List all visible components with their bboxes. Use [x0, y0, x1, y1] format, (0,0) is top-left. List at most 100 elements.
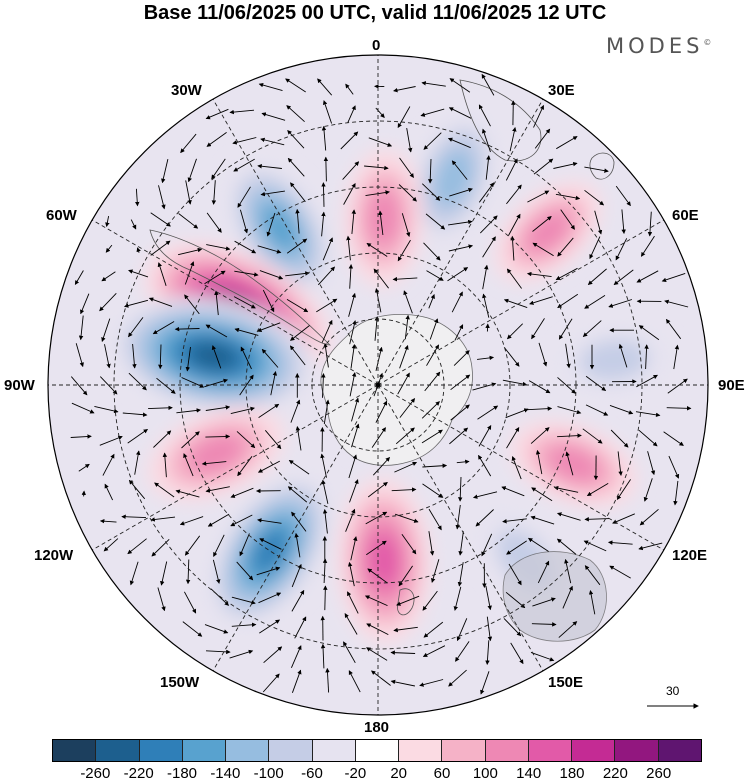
colorbar-swatch-14 — [658, 740, 701, 761]
wind-vector — [557, 293, 579, 309]
wind-vector — [556, 512, 581, 521]
wind-vector — [233, 158, 255, 172]
wind-vector — [323, 399, 330, 425]
wind-vector — [451, 160, 468, 180]
wind-vector — [594, 210, 603, 235]
wind-vector — [320, 643, 326, 669]
wind-vector — [74, 270, 84, 286]
wind-vector — [503, 347, 520, 367]
wind-vector — [505, 158, 518, 181]
wind-vector — [204, 378, 229, 388]
colorbar-swatch-7 — [355, 740, 400, 761]
wind-vector — [323, 156, 329, 182]
wind-vector — [587, 268, 607, 285]
anomaly-blob-1-level-2 — [366, 188, 401, 248]
wind-vector — [373, 268, 389, 289]
wind-vector — [286, 238, 308, 254]
wind-vector — [103, 538, 119, 552]
wind-vector — [506, 426, 520, 449]
colorbar-tick-label: -100 — [253, 765, 284, 782]
wind-vector — [422, 483, 443, 498]
wind-vector — [478, 424, 492, 447]
wind-vector — [156, 377, 176, 394]
wind-vector — [532, 597, 556, 607]
wind-vector — [287, 486, 308, 503]
wind-vector — [234, 327, 259, 336]
map-title: Base 11/06/2025 00 UTC, valid 11/06/2025… — [143, 2, 607, 24]
wind-vector — [321, 319, 333, 343]
wind-vector — [375, 107, 385, 118]
wind-vector — [427, 158, 433, 184]
wind-vector — [401, 213, 411, 238]
wind-vector — [157, 262, 167, 286]
wind-vector — [262, 673, 280, 693]
meridian-line — [91, 219, 379, 386]
wind-vector — [510, 235, 515, 261]
wind-vector — [174, 326, 200, 332]
colorbar-swatch-6 — [312, 740, 356, 761]
wind-vector — [508, 213, 521, 236]
colorbar-swatch-10 — [485, 740, 529, 761]
wind-vector — [287, 157, 305, 177]
wind-vector — [260, 137, 285, 146]
brand-mark: © — [703, 38, 712, 47]
wind-vector — [639, 508, 659, 526]
wind-vector — [161, 158, 169, 184]
wind-vector — [562, 585, 573, 609]
wind-vector — [406, 128, 413, 153]
wind-vector — [205, 649, 231, 655]
wind-vector — [231, 622, 257, 628]
label-lon-150e: 150E — [548, 674, 584, 691]
wind-vector — [340, 131, 359, 150]
wind-vector — [424, 371, 441, 392]
wind-vector — [423, 132, 442, 150]
colorbar — [52, 739, 702, 762]
wind-vector — [531, 487, 553, 502]
wind-vector — [321, 125, 327, 151]
wind-vector — [104, 483, 114, 501]
wind-vector — [264, 430, 282, 450]
wind-vector — [485, 585, 492, 611]
wind-vector — [428, 531, 435, 556]
wind-vector — [184, 294, 200, 315]
wind-vector — [585, 404, 609, 416]
wind-vector — [285, 78, 306, 93]
wind-vector — [204, 270, 226, 285]
wind-vector — [661, 272, 686, 283]
wind-vector — [184, 591, 197, 614]
wind-vector — [371, 670, 391, 686]
wind-vector — [230, 514, 253, 527]
wind-vector — [160, 561, 168, 586]
label-lon-60w: 60W — [46, 207, 77, 224]
wind-vector — [397, 106, 411, 129]
wind-vector — [132, 343, 137, 369]
colorbar-swatch-4 — [226, 740, 270, 761]
colorbar-swatch-13 — [615, 740, 659, 761]
vector-scale-value: 30 — [666, 684, 680, 698]
wind-vector — [127, 428, 149, 444]
label-lon-30e: 30E — [548, 82, 575, 99]
wind-vector — [586, 483, 609, 496]
wind-vector — [322, 237, 333, 261]
wind-vector — [78, 315, 84, 341]
anomaly-blob-0-level-2 — [433, 148, 473, 208]
wind-vector — [397, 239, 411, 262]
wind-vector — [322, 100, 333, 124]
wind-vector — [348, 454, 358, 479]
wind-vector — [608, 299, 633, 308]
wind-vector — [421, 429, 443, 444]
wind-vector — [350, 343, 357, 369]
wind-vector — [421, 81, 446, 87]
wind-vector — [477, 405, 499, 420]
meridian-line — [377, 384, 665, 551]
wind-vector — [453, 350, 470, 366]
meridian-line — [212, 98, 379, 386]
wind-vector — [537, 560, 550, 584]
wind-vector — [478, 104, 491, 127]
wind-vector — [505, 408, 529, 419]
wind-vector — [212, 559, 221, 584]
colorbar-tick-label: -20 — [344, 765, 367, 782]
label-lon-0: 0 — [372, 37, 381, 54]
wind-vector — [422, 590, 438, 611]
wind-vector — [609, 565, 631, 579]
